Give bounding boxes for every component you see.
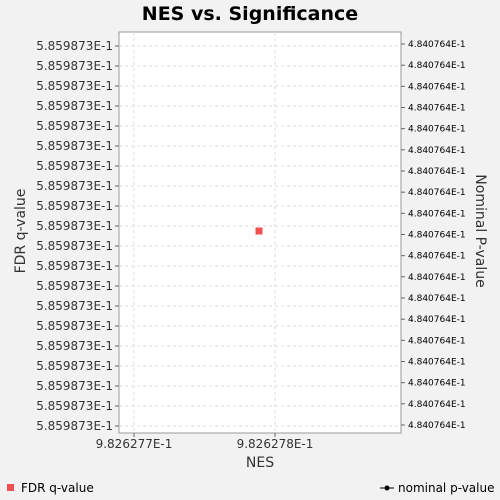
y2-tick-label: 4.840764E-1 [408, 358, 466, 368]
y-tick-label: 5.859873E-1 [36, 359, 113, 373]
y-tick-label: 5.859873E-1 [36, 239, 113, 253]
y2-tick-label: 4.840764E-1 [408, 125, 466, 135]
y2-tick-label: 4.840764E-1 [408, 294, 466, 304]
y-tick-label: 5.859873E-1 [36, 219, 113, 233]
y2-tick-label: 4.840764E-1 [408, 273, 466, 283]
legend-nominal-marker [384, 485, 390, 491]
y-tick-label: 5.859873E-1 [36, 319, 113, 333]
y2-tick-label: 4.840764E-1 [408, 209, 466, 219]
y2-tick-label: 4.840764E-1 [408, 146, 466, 156]
x-axis-ticks: 9.826277E-1 9.826278E-1 [96, 433, 314, 451]
y-tick-label: 5.859873E-1 [36, 159, 113, 173]
y-tick-label: 5.859873E-1 [36, 39, 113, 53]
y-tick-label: 5.859873E-1 [36, 339, 113, 353]
y2-tick-label: 4.840764E-1 [408, 61, 466, 71]
x-tick-label: 9.826277E-1 [96, 437, 173, 451]
y-tick-label: 5.859873E-1 [36, 139, 113, 153]
data-point-fdr [255, 227, 263, 235]
chart-title: NES vs. Significance [142, 3, 358, 25]
data-points [255, 227, 263, 235]
grid-lines [119, 32, 401, 433]
x-tick-label: 9.826278E-1 [237, 437, 314, 451]
y2-tick-label: 4.840764E-1 [408, 188, 466, 198]
y-tick-label: 5.859873E-1 [36, 419, 113, 433]
y-tick-label: 5.859873E-1 [36, 119, 113, 133]
y-tick-label: 5.859873E-1 [36, 299, 113, 313]
legend-nominal-label: nominal p-value [398, 481, 494, 495]
y-tick-label: 5.859873E-1 [36, 259, 113, 273]
x-axis-label: NES [246, 455, 274, 471]
y2-tick-label: 4.840764E-1 [408, 315, 466, 325]
y2-tick-label: 4.840764E-1 [408, 379, 466, 389]
y-tick-label: 5.859873E-1 [36, 99, 113, 113]
y2-axis-label: Nominal P-value [472, 174, 488, 287]
y-tick-label: 5.859873E-1 [36, 379, 113, 393]
y2-tick-label: 4.840764E-1 [408, 400, 466, 410]
y-axis-ticks: 5.859873E-1 5.859873E-1 5.859873E-1 5.85987… [36, 39, 119, 433]
y2-tick-label: 4.840764E-1 [408, 104, 466, 114]
y2-tick-label: 4.840764E-1 [408, 167, 466, 177]
y2-tick-label: 4.840764E-1 [408, 336, 466, 346]
y2-tick-label: 4.840764E-1 [408, 231, 466, 241]
y2-tick-label: 4.840764E-1 [408, 82, 466, 92]
y-tick-label: 5.859873E-1 [36, 179, 113, 193]
y2-tick-label: 4.840764E-1 [408, 252, 466, 262]
legend: FDR q-value nominal p-value [7, 481, 494, 495]
y2-tick-label: 4.840764E-1 [408, 40, 466, 50]
y2-axis-ticks: 4.840764E-1 4.840764E-1 4.840764E-1 4.84076… [401, 40, 466, 431]
y-tick-label: 5.859873E-1 [36, 59, 113, 73]
y2-tick-label: 4.840764E-1 [408, 421, 466, 431]
y-tick-label: 5.859873E-1 [36, 79, 113, 93]
y-tick-label: 5.859873E-1 [36, 199, 113, 213]
legend-fdr-label: FDR q-value [21, 481, 94, 495]
y-axis-label: FDR q-value [13, 189, 29, 274]
y-tick-label: 5.859873E-1 [36, 279, 113, 293]
y-tick-label: 5.859873E-1 [36, 399, 113, 413]
legend-fdr-marker [7, 484, 14, 491]
